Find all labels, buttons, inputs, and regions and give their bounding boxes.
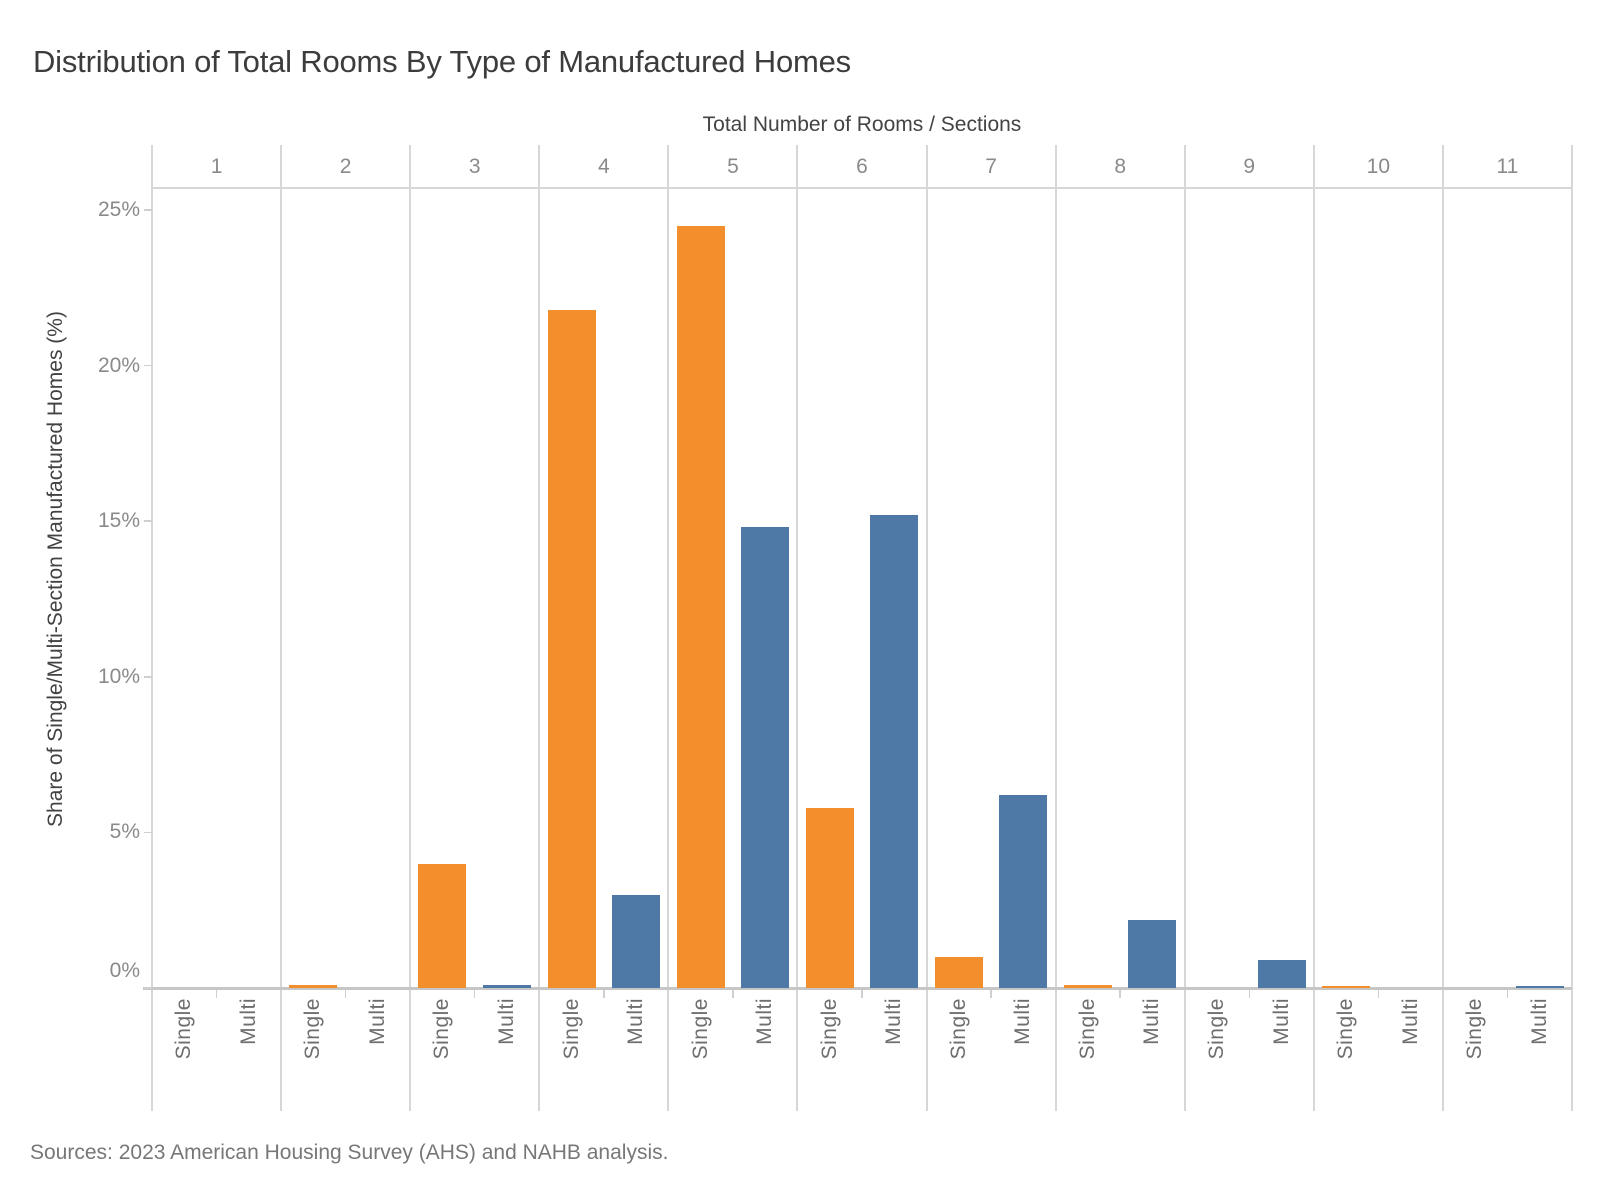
x-axis-title: Total Number of Rooms / Sections — [702, 113, 1022, 136]
y-axis-tick — [144, 364, 152, 367]
subcolumn-tick — [1377, 990, 1380, 998]
bar-single-rooms-6[interactable] — [805, 807, 854, 988]
bar-single-rooms-3[interactable] — [418, 863, 467, 988]
bar-single-rooms-10[interactable] — [1322, 986, 1371, 988]
source-note: Sources: 2023 American Housing Survey (A… — [30, 1141, 669, 1164]
subcolumn-tick — [732, 990, 734, 998]
column-separator — [538, 145, 541, 1111]
subcolumn-tick — [1119, 990, 1121, 998]
chart-title: Distribution of Total Rooms By Type of M… — [33, 44, 851, 79]
column-header-7: 7 — [985, 155, 997, 178]
subcolumn-tick — [1248, 990, 1251, 998]
y-tick-label-20: 20% — [97, 353, 140, 377]
column-header-10: 10 — [1366, 155, 1391, 178]
column-separator — [1571, 145, 1573, 1111]
sublabel-single-3: Single — [430, 998, 454, 1060]
sublabel-multi-8: Multi — [1140, 998, 1164, 1045]
column-header-1: 1 — [210, 155, 223, 178]
sublabel-multi-5: Multi — [753, 998, 777, 1045]
column-header-6: 6 — [856, 155, 868, 178]
y-axis-tick — [144, 520, 152, 522]
column-header-9: 9 — [1243, 155, 1256, 178]
sublabel-multi-11: Multi — [1527, 998, 1551, 1045]
bar-multi-rooms-11[interactable] — [1515, 986, 1564, 988]
column-header-2: 2 — [339, 155, 352, 178]
subcolumn-tick — [990, 990, 992, 998]
sublabel-single-8: Single — [1075, 998, 1099, 1060]
sublabel-single-1: Single — [172, 998, 196, 1060]
bar-multi-rooms-5[interactable] — [741, 527, 790, 988]
bar-multi-rooms-4[interactable] — [612, 894, 661, 988]
y-tick-label-0: 0% — [109, 959, 140, 982]
sublabel-multi-6: Multi — [882, 998, 906, 1045]
y-tick-label-15: 15% — [97, 509, 140, 533]
sublabel-single-9: Single — [1205, 998, 1228, 1060]
y-tick-label-10: 10% — [97, 664, 140, 688]
sublabel-single-6: Single — [817, 998, 841, 1060]
column-separator — [409, 145, 412, 1111]
bar-single-rooms-2[interactable] — [289, 984, 338, 988]
y-axis-tick — [144, 831, 152, 834]
column-separator — [280, 145, 283, 1111]
sublabel-single-2: Single — [301, 998, 325, 1060]
sublabel-multi-7: Multi — [1011, 998, 1035, 1045]
x-axis-line — [143, 987, 1572, 990]
column-separator — [1441, 145, 1444, 1111]
y-tick-label-25: 25% — [97, 198, 140, 221]
bar-single-rooms-7[interactable] — [934, 956, 983, 988]
bar-multi-rooms-8[interactable] — [1128, 919, 1177, 988]
bar-single-rooms-4[interactable] — [547, 309, 596, 988]
column-separator — [1183, 145, 1186, 1111]
bar-single-rooms-8[interactable] — [1063, 984, 1112, 988]
sublabel-single-11: Single — [1463, 998, 1487, 1060]
bar-multi-rooms-9[interactable] — [1257, 959, 1306, 988]
sublabel-multi-9: Multi — [1269, 998, 1293, 1045]
column-header-8: 8 — [1114, 155, 1127, 178]
y-axis-tick — [144, 209, 152, 211]
sublabel-single-4: Single — [559, 998, 583, 1060]
column-separator — [925, 145, 928, 1111]
sublabel-single-5: Single — [688, 998, 712, 1060]
subcolumn-tick — [1506, 990, 1509, 998]
subcolumn-tick — [603, 990, 605, 998]
bar-multi-rooms-7[interactable] — [999, 795, 1048, 988]
subcolumn-tick — [861, 990, 863, 998]
subcolumn-tick — [473, 990, 476, 998]
column-separator — [1054, 145, 1057, 1111]
header-bottom-border — [152, 187, 1572, 189]
bar-multi-rooms-6[interactable] — [870, 514, 919, 988]
sublabel-multi-10: Multi — [1398, 998, 1422, 1045]
column-header-11: 11 — [1496, 155, 1519, 178]
column-separator — [1312, 145, 1315, 1111]
column-separator — [796, 145, 799, 1111]
sublabel-single-7: Single — [946, 998, 970, 1060]
y-axis-tick — [144, 987, 152, 989]
column-header-5: 5 — [727, 155, 739, 178]
sublabel-multi-2: Multi — [365, 998, 389, 1045]
column-separator — [667, 145, 670, 1111]
bar-multi-rooms-3[interactable] — [483, 984, 531, 988]
y-tick-label-5: 5% — [109, 820, 140, 844]
sublabel-multi-1: Multi — [236, 998, 260, 1045]
sublabel-multi-3: Multi — [495, 998, 518, 1045]
column-header-3: 3 — [468, 155, 481, 178]
subcolumn-tick — [215, 990, 218, 998]
sublabel-multi-4: Multi — [624, 998, 648, 1045]
bar-single-rooms-5[interactable] — [676, 225, 725, 988]
y-axis-tick — [144, 676, 152, 678]
subcolumn-tick — [344, 990, 347, 998]
sublabel-single-10: Single — [1334, 998, 1358, 1060]
column-separator — [151, 145, 153, 1111]
column-header-4: 4 — [597, 155, 610, 178]
